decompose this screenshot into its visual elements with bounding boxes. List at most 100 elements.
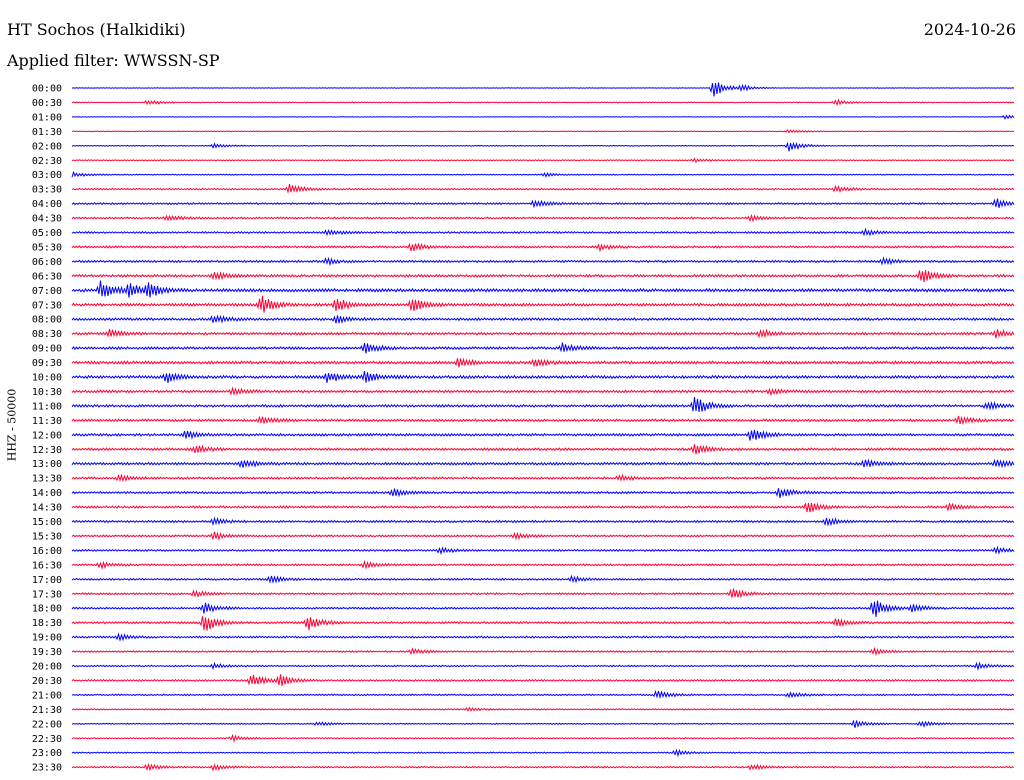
time-tick-label: 21:00 [32,690,62,701]
time-tick-label: 00:30 [32,98,62,109]
trace-line [71,141,1015,152]
trace-line [71,170,1015,178]
trace-line [71,719,1015,728]
time-tick-label: 17:30 [32,589,62,600]
trace-line [71,256,1015,267]
time-tick-label: 05:00 [32,228,62,239]
trace-line [71,545,1015,556]
time-tick-label: 08:00 [32,315,62,326]
time-tick-label: 13:00 [32,459,62,470]
trace-line [71,82,1015,97]
trace-line [71,280,1015,298]
time-tick-label: 01:00 [32,112,62,123]
time-tick-label: 17:00 [32,575,62,586]
filter-label: Applied filter: WWSSN-SP [7,51,220,70]
trace-line [71,270,1015,283]
trace-line [71,114,1015,120]
trace-line [71,674,1015,686]
time-tick-label: 14:00 [32,488,62,499]
time-tick-label: 18:00 [32,604,62,615]
date-label: 2024-10-26 [923,20,1016,39]
time-tick-label: 00:00 [32,84,62,95]
time-tick-label: 14:30 [32,503,62,514]
trace-line [71,502,1015,513]
trace-line [71,559,1015,570]
trace-line [71,706,1015,712]
trace-line [71,458,1015,469]
trace-line [71,396,1015,413]
time-tick-label: 02:00 [32,141,62,152]
time-tick-label: 19:00 [32,633,62,644]
trace-line [71,198,1015,209]
trace-line [71,157,1015,164]
trace-line [71,632,1015,642]
time-tick-label: 15:30 [32,531,62,542]
time-tick-label: 18:30 [32,618,62,629]
trace-line [71,588,1015,599]
time-tick-label: 06:30 [32,271,62,282]
time-tick-label: 11:00 [32,401,62,412]
time-tick-label: 04:00 [32,199,62,210]
time-tick-label: 03:00 [32,170,62,181]
trace-line [71,129,1015,134]
trace-line [71,516,1015,527]
time-tick-label: 20:30 [32,676,62,687]
time-tick-label: 15:00 [32,517,62,528]
time-tick-label: 09:30 [32,358,62,369]
time-tick-label: 12:00 [32,430,62,441]
trace-line [71,531,1015,542]
trace-line [71,213,1015,223]
time-tick-label: 13:30 [32,474,62,485]
time-tick-label: 10:30 [32,387,62,398]
trace-line [71,444,1015,455]
trace-line [71,733,1015,743]
time-tick-label: 06:00 [32,257,62,268]
trace-line [71,370,1015,383]
time-tick-label: 12:30 [32,445,62,456]
trace-line [71,748,1015,758]
time-tick-label: 16:30 [32,560,62,571]
time-tick-label: 05:30 [32,242,62,253]
trace-line [71,473,1015,483]
trace-line [71,429,1015,441]
time-tick-label: 20:00 [32,662,62,673]
trace-line [71,314,1015,324]
station-title: HT Sochos (Halkidiki) [7,20,186,39]
trace-line [71,488,1015,499]
trace-line [71,242,1015,253]
time-tick-label: 07:00 [32,286,62,297]
trace-line [71,295,1015,313]
trace-line [71,689,1015,700]
trace-line [71,574,1015,585]
time-tick-label: 11:30 [32,416,62,427]
time-tick-label: 01:30 [32,127,62,138]
trace-line [71,661,1015,671]
time-tick-label: 08:30 [32,329,62,340]
time-tick-label: 03:30 [32,185,62,196]
time-tick-label: 23:00 [32,748,62,759]
trace-line [71,415,1015,426]
trace-line [71,184,1015,194]
trace-line [71,98,1015,107]
trace-line [71,762,1015,772]
trace-line [71,386,1015,397]
time-tick-label: 10:00 [32,373,62,384]
time-tick-label: 09:00 [32,344,62,355]
time-tick-label: 22:00 [32,719,62,730]
trace-line [71,328,1015,339]
time-tick-label: 16:00 [32,546,62,557]
time-tick-label: 04:30 [32,214,62,225]
trace-line [71,227,1015,237]
trace-line [71,342,1015,354]
time-tick-label: 02:30 [32,156,62,167]
trace-line [71,616,1015,631]
trace-line [71,600,1015,618]
time-tick-label: 07:30 [32,300,62,311]
time-tick-label: 22:30 [32,734,62,745]
trace-line [71,357,1015,368]
time-tick-label: 19:30 [32,647,62,658]
trace-line [71,646,1015,657]
time-tick-label: 23:30 [32,763,62,774]
time-tick-label: 21:30 [32,705,62,716]
